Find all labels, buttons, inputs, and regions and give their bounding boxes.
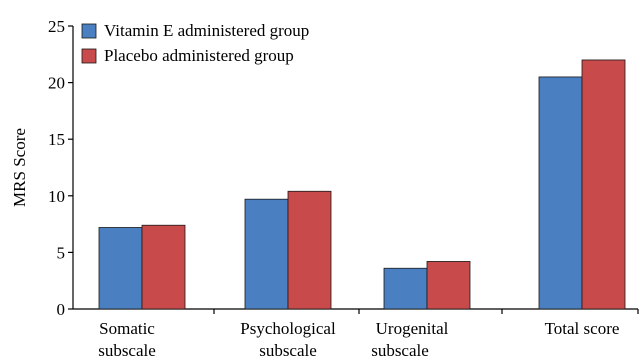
x-category-label: subscale [98,341,156,360]
legend-label: Placebo administered group [104,46,294,65]
legend-swatch [81,23,97,39]
bar [287,190,332,310]
bar [581,59,626,310]
y-axis-title: MRS Score [10,128,29,207]
legend-swatch [81,48,97,64]
bar [538,76,583,310]
x-category-label: Total score [545,319,620,338]
x-category-label: Somatic [99,319,155,338]
y-tick-label: 25 [48,17,65,36]
bar [244,198,289,310]
bar [141,224,186,310]
y-tick-label: 10 [48,187,65,206]
legend-label: Vitamin E administered group [104,21,309,40]
x-category-label: subscale [371,341,429,360]
y-tick-label: 0 [57,300,66,319]
y-tick-label: 20 [48,74,65,93]
bar [426,261,471,310]
x-category-label: subscale [259,341,317,360]
y-tick-label: 5 [57,243,66,262]
y-tick-label: 15 [48,130,65,149]
x-category-label: Urogenital [376,319,449,338]
x-category-label: Psychological [240,319,336,338]
bar [383,267,428,310]
bar [98,227,143,310]
